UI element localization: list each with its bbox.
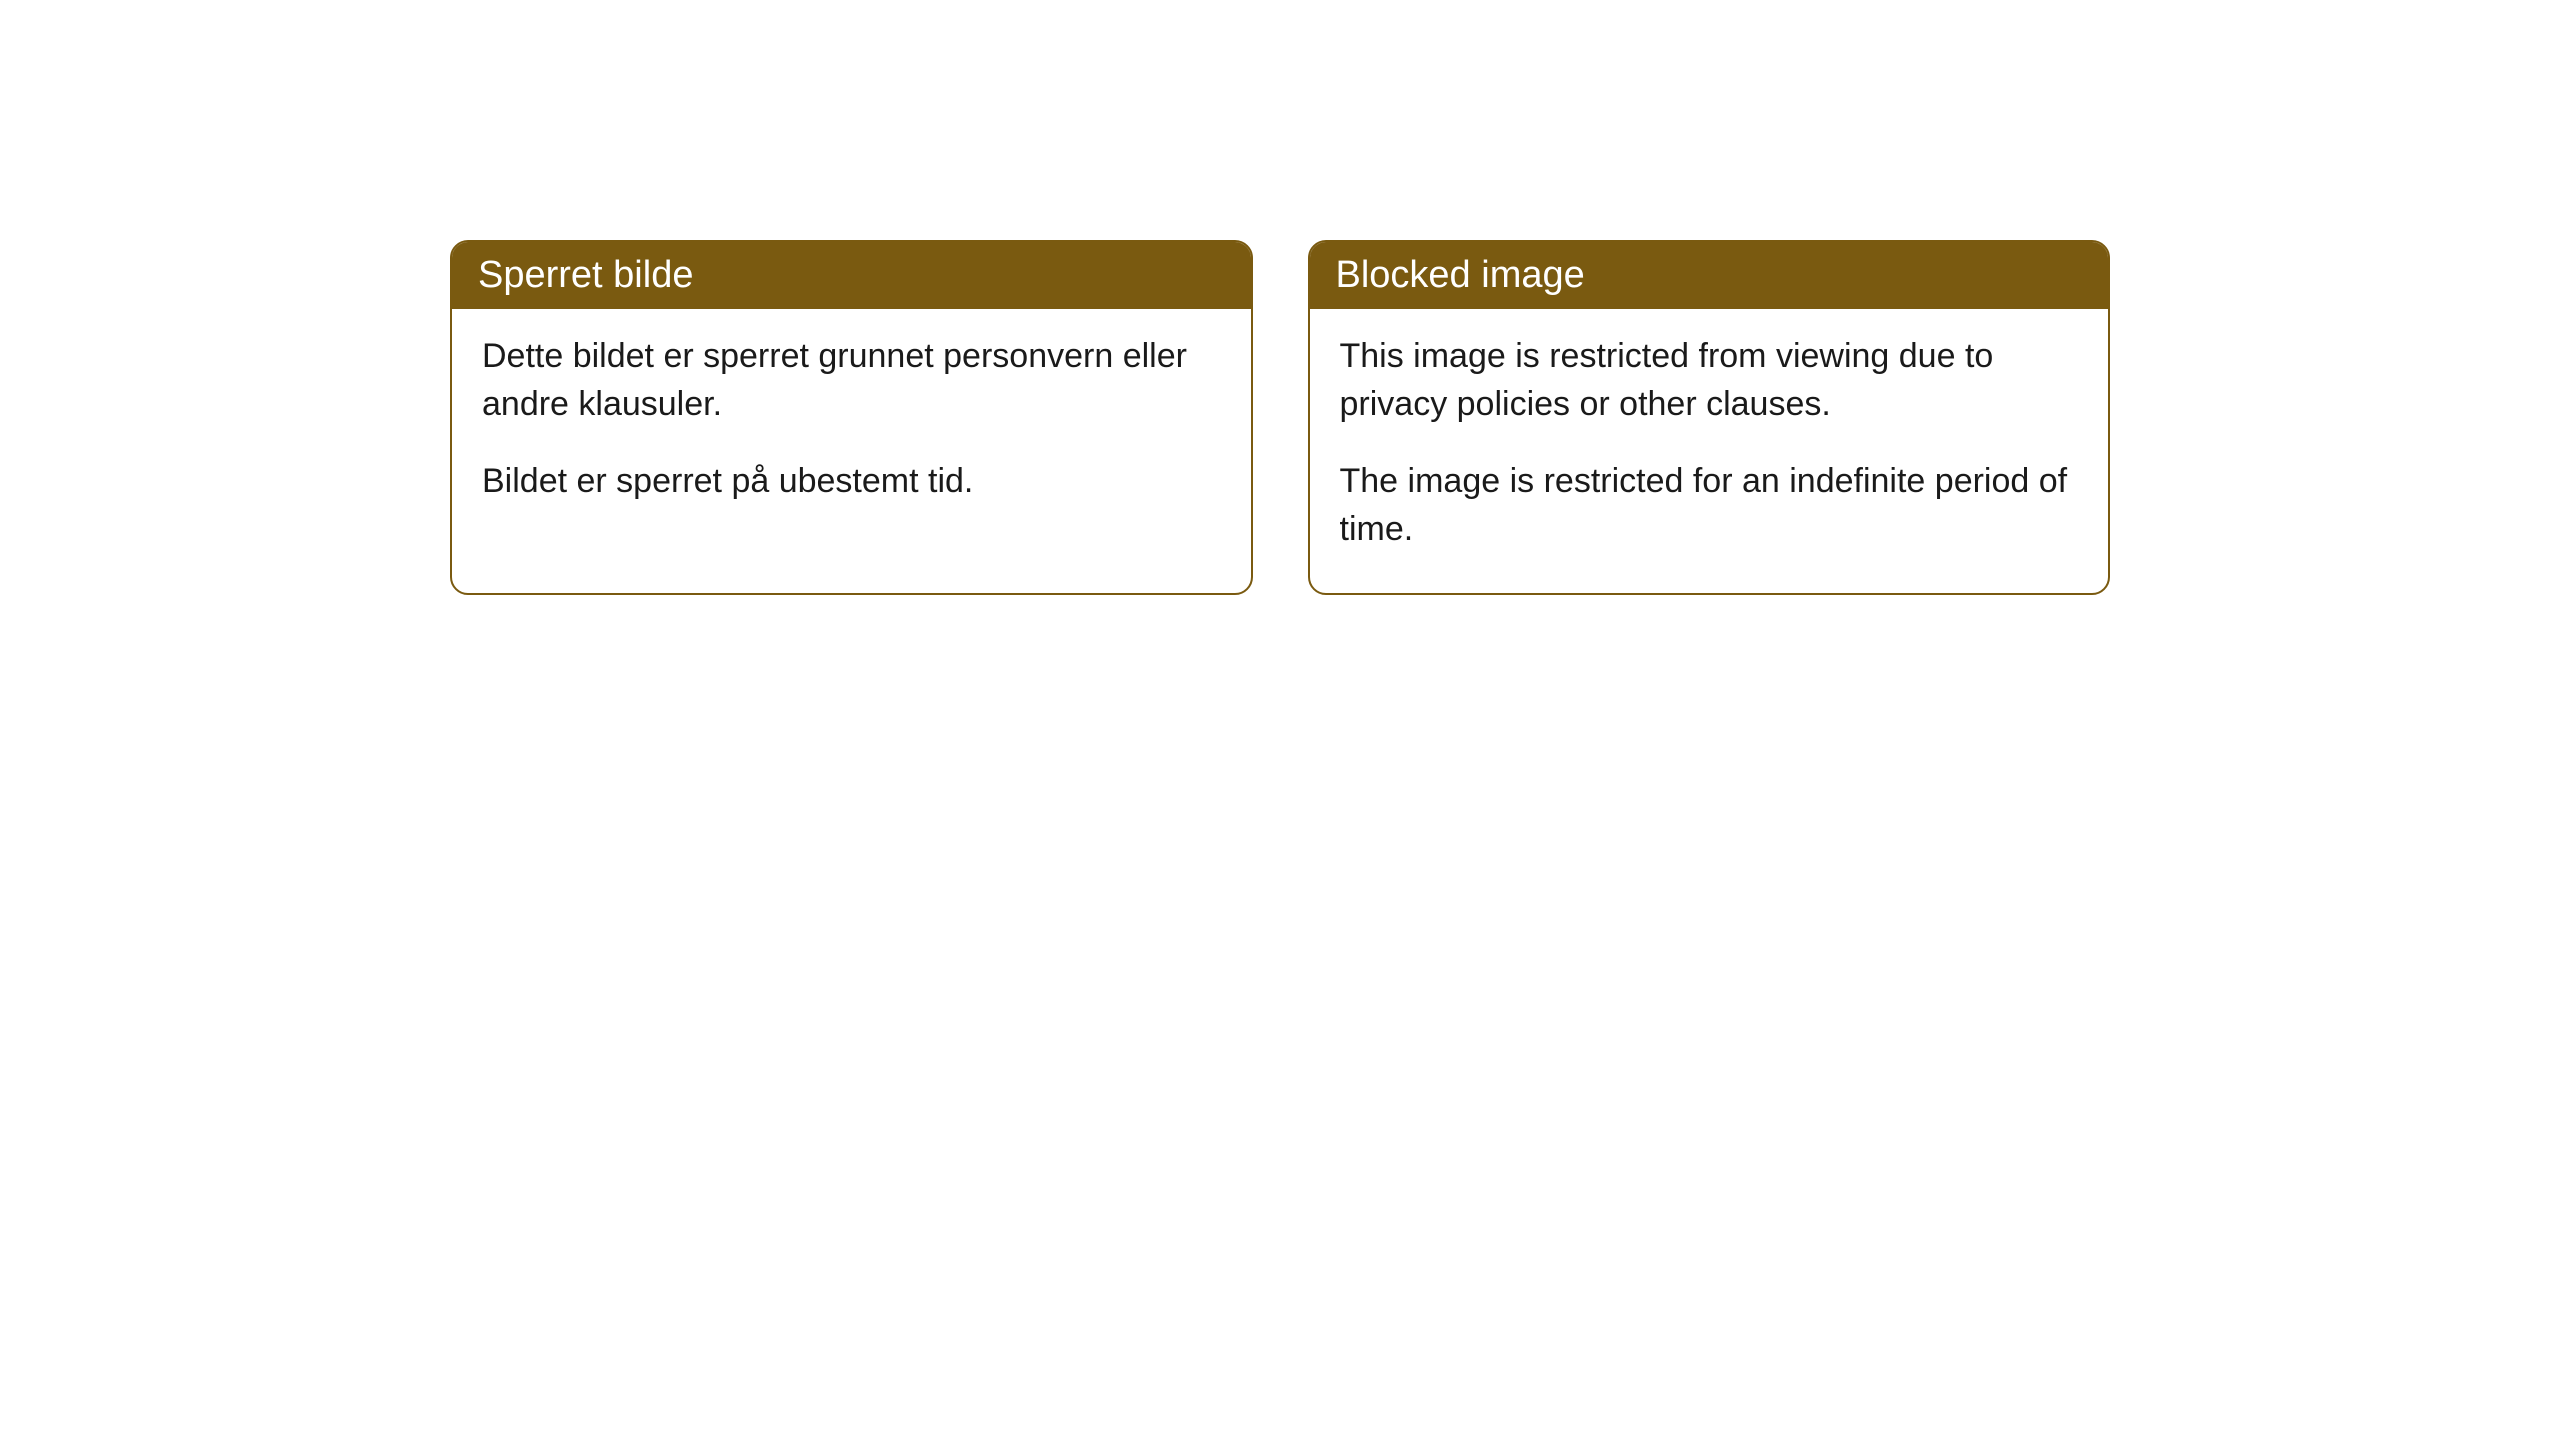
card-header-norwegian: Sperret bilde xyxy=(452,242,1251,309)
card-paragraph-1: Dette bildet er sperret grunnet personve… xyxy=(482,333,1221,428)
card-title: Blocked image xyxy=(1336,254,1585,296)
blocked-image-card-english: Blocked image This image is restricted f… xyxy=(1308,240,2111,595)
card-paragraph-1: This image is restricted from viewing du… xyxy=(1340,333,2079,428)
card-body-norwegian: Dette bildet er sperret grunnet personve… xyxy=(452,309,1251,546)
card-body-english: This image is restricted from viewing du… xyxy=(1310,309,2109,593)
notice-cards-row: Sperret bilde Dette bildet er sperret gr… xyxy=(450,240,2110,595)
card-title: Sperret bilde xyxy=(478,254,693,296)
card-paragraph-2: The image is restricted for an indefinit… xyxy=(1340,458,2079,553)
card-header-english: Blocked image xyxy=(1310,242,2109,309)
blocked-image-card-norwegian: Sperret bilde Dette bildet er sperret gr… xyxy=(450,240,1253,595)
card-paragraph-2: Bildet er sperret på ubestemt tid. xyxy=(482,458,1221,506)
